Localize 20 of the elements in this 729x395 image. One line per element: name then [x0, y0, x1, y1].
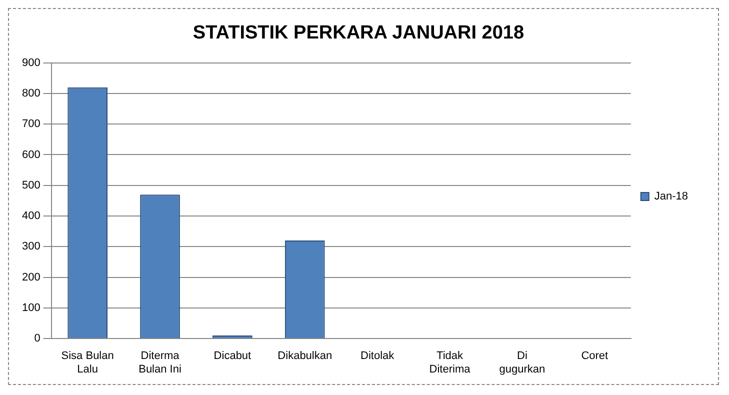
- x-tick-label: Dicabut: [214, 350, 252, 362]
- x-tick-label: Di gugurkan: [499, 350, 546, 376]
- y-tick-label: 800: [22, 87, 40, 100]
- y-tick-label: 600: [22, 148, 40, 161]
- y-tick-label: 400: [22, 210, 40, 222]
- x-tick-label: Diterma Bulan Ini: [138, 350, 182, 376]
- y-tick-label: 700: [22, 118, 40, 130]
- y-tick-label: 500: [22, 179, 40, 192]
- x-tick-label: Coret: [581, 350, 608, 362]
- y-tick-label: 900: [22, 56, 40, 69]
- y-tick-label: 100: [22, 302, 40, 314]
- legend-label: Jan-18: [654, 190, 688, 203]
- y-tick-label: 300: [22, 240, 40, 253]
- y-tick-label: 0: [34, 332, 40, 345]
- chart-title: STATISTIK PERKARA JANUARI 2018: [192, 22, 524, 44]
- y-tick-label: 200: [22, 271, 40, 284]
- x-tick-label: Tidak Diterima: [429, 350, 472, 376]
- x-tick-label: Sisa Bulan Lalu: [61, 350, 114, 376]
- x-tick-label: Ditolak: [360, 350, 395, 362]
- x-tick-label: Dikabulkan: [278, 350, 332, 362]
